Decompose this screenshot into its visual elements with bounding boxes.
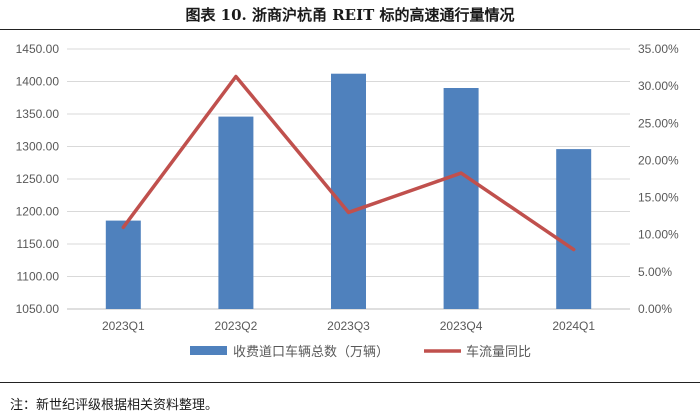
legend-label-line: 车流量同比 bbox=[466, 344, 531, 359]
legend: 收费道口车辆总数（万辆） 车流量同比 bbox=[190, 344, 531, 359]
bar bbox=[331, 73, 366, 309]
y-left-tick-label: 1250.00 bbox=[16, 172, 60, 186]
x-tick-label: 2023Q4 bbox=[440, 319, 483, 333]
y-right-tick-label: 35.00% bbox=[638, 42, 679, 56]
chart: 1050.00 1100.00 1150.00 1200.00 1250.00 1300.… bbox=[16, 42, 679, 359]
bar bbox=[218, 116, 254, 309]
y-right-tick-label: 0.00% bbox=[638, 302, 672, 316]
bottom-rule bbox=[0, 382, 700, 383]
y-left-tick-label: 1100.00 bbox=[17, 270, 60, 284]
y-left-tick-label: 1400.00 bbox=[16, 75, 60, 89]
top-rule bbox=[0, 29, 700, 30]
legend-swatch-bar bbox=[190, 346, 227, 355]
y-right-tick-label: 25.00% bbox=[638, 116, 679, 130]
y-left-tick-label: 1350.00 bbox=[16, 107, 60, 121]
bar-series bbox=[105, 73, 592, 309]
y-left-tick-label: 1300.00 bbox=[16, 140, 60, 154]
x-tick-label: 2023Q1 bbox=[102, 319, 145, 333]
tick-labels: 1050.00 1100.00 1150.00 1200.00 1250.00 1300.… bbox=[16, 42, 679, 333]
line-series bbox=[121, 74, 576, 252]
legend-label-bar: 收费道口车辆总数（万辆） bbox=[233, 344, 389, 359]
chart-title: 图表 10. 浙商沪杭甬 REIT 标的高速通行量情况 bbox=[185, 6, 515, 24]
bar bbox=[443, 88, 479, 309]
source-note: 注：新世纪评级根据相关资料整理。 bbox=[10, 398, 219, 413]
bar bbox=[105, 220, 141, 309]
x-tick-label: 2023Q2 bbox=[215, 319, 258, 333]
y-left-tick-label: 1050.00 bbox=[16, 302, 60, 316]
y-left-tick-label: 1150.00 bbox=[17, 237, 60, 251]
y-right-tick-label: 5.00% bbox=[638, 265, 672, 279]
y-right-tick-label: 20.00% bbox=[638, 153, 679, 167]
x-tick-label: 2023Q3 bbox=[327, 319, 370, 333]
y-right-tick-label: 10.00% bbox=[638, 228, 679, 242]
y-right-tick-label: 30.00% bbox=[638, 79, 679, 93]
bar bbox=[556, 149, 592, 309]
x-tick-label: 2024Q1 bbox=[552, 319, 595, 333]
y-right-tick-label: 15.00% bbox=[638, 191, 679, 205]
y-left-tick-label: 1200.00 bbox=[16, 205, 60, 219]
y-left-tick-label: 1450.00 bbox=[16, 42, 60, 56]
